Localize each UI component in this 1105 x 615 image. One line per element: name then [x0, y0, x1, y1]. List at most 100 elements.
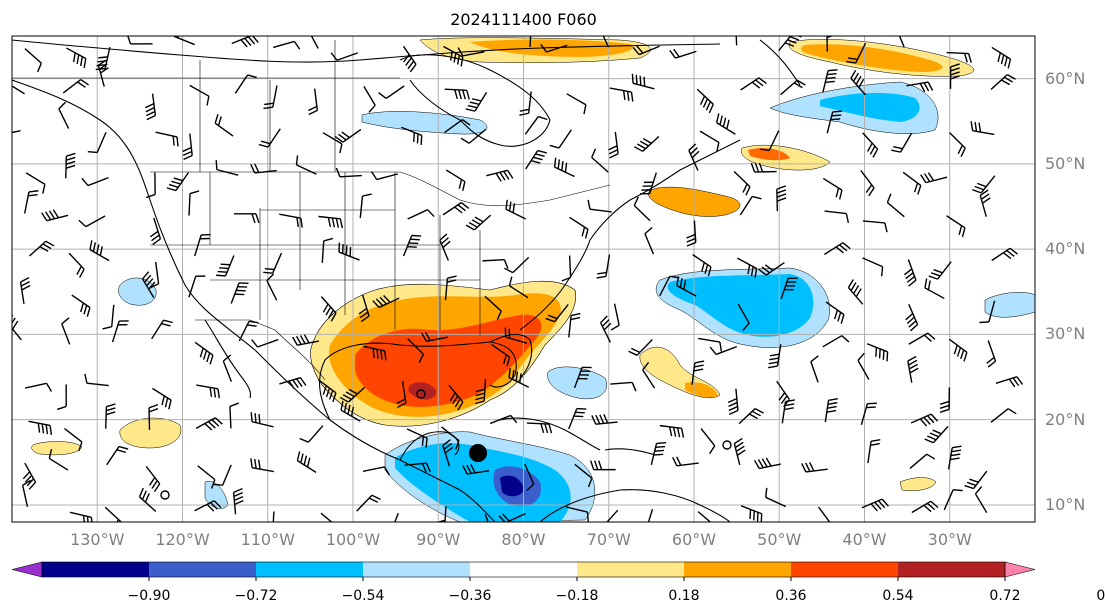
wind-barb-feather [826, 76, 836, 80]
wind-barb [102, 304, 115, 330]
wind-barb-shaft [898, 36, 905, 48]
wind-barb-feather [865, 184, 873, 194]
wind-barb [659, 424, 685, 438]
wind-barb [385, 513, 399, 522]
wind-barb-feather [917, 185, 922, 195]
wind-barb-shaft [154, 261, 160, 284]
wind-barb-feather [967, 53, 972, 63]
wind-barb-feather [631, 73, 634, 84]
wind-barb [698, 337, 723, 352]
wind-barb-feather [466, 464, 472, 474]
wind-barb-feather [966, 481, 977, 487]
wind-barb [216, 255, 235, 277]
coastline-east [519, 139, 741, 331]
wind-barb [188, 190, 200, 216]
wind-barb-feather [347, 404, 351, 415]
wind-barb-feather [425, 462, 431, 473]
wind-barb-feather [209, 387, 213, 397]
colorbar-tick-label: −0.36 [448, 588, 492, 604]
wind-barb-feather [410, 238, 420, 241]
wind-barb-feather [549, 144, 560, 149]
wind-barb-feather [1001, 79, 1010, 86]
wind-barb [356, 494, 381, 512]
wind-barb-shaft [524, 116, 539, 135]
wind-barb-feather [728, 405, 738, 412]
wind-barb [421, 331, 449, 343]
wind-barb-shaft [606, 509, 619, 522]
wind-barb-feather [929, 432, 939, 438]
wind-barb-shaft [359, 196, 364, 219]
latitude-label: 10°N [1045, 494, 1086, 514]
wind-barb [149, 261, 160, 289]
wind-barb-feather [82, 515, 85, 522]
wind-barb-feather [508, 368, 511, 378]
wind-barb-feather [972, 188, 982, 194]
wind-barb [970, 121, 995, 136]
wind-barb-feather [768, 361, 779, 365]
colorbar-tick-label: −0.72 [234, 588, 278, 604]
wind-barb-feather [728, 409, 739, 416]
wind-barb-feather [564, 162, 568, 173]
wind-barb-feather [457, 401, 464, 411]
wind-barb-feather [561, 161, 564, 171]
wind-barb-feather [83, 58, 87, 68]
wind-barb-shaft [700, 428, 716, 447]
wind-barb [995, 376, 1024, 388]
wind-barb-feather [676, 456, 682, 466]
wind-barb [979, 300, 996, 324]
wind-barb [553, 157, 575, 178]
wind-barb-feather [145, 193, 156, 199]
wind-barb-feather [747, 264, 751, 275]
wind-barb-feather [469, 101, 480, 105]
wind-barb-feather [86, 307, 91, 317]
wind-barb [263, 85, 278, 110]
wind-barb [768, 344, 782, 369]
wind-barb-feather [92, 242, 96, 252]
wind-barb-feather [784, 42, 795, 47]
wind-barb [519, 91, 532, 116]
wind-barb-feather [360, 315, 370, 323]
wind-barb-feather [515, 371, 519, 382]
wind-barb-feather [553, 157, 557, 168]
wind-barb [362, 466, 390, 476]
wind-barb-feather [877, 500, 886, 509]
wind-barb [990, 74, 1016, 90]
wind-barb-feather [982, 197, 991, 204]
wind-barb-shaft [87, 176, 109, 187]
wind-barb-feather [719, 115, 723, 125]
wind-barb-feather [933, 269, 943, 274]
wind-barb-feather [545, 317, 555, 323]
wind-barb-shaft [886, 201, 905, 218]
wind-barb-feather [250, 412, 253, 422]
wind-barbs [6, 36, 1024, 522]
wind-barb-feather [6, 125, 11, 133]
wind-barb-feather [930, 413, 939, 422]
colorbar-segment [363, 562, 471, 577]
wind-barb [568, 312, 581, 338]
wind-barb-feather [266, 273, 275, 282]
wind-barb-feather [780, 395, 788, 405]
wind-barb [903, 259, 917, 287]
wind-barb-feather [210, 502, 218, 510]
wind-barb-feather [927, 415, 935, 424]
wind-barb-feather [146, 278, 154, 287]
wind-barb-feather [733, 437, 743, 445]
wind-barb [404, 462, 431, 473]
wind-barb [152, 387, 172, 410]
wind-barb-feather [750, 266, 754, 277]
wind-barb-feather [906, 275, 915, 283]
wind-barb-feather [329, 390, 334, 400]
wind-barb-feather [689, 147, 698, 155]
wind-barb [727, 388, 739, 416]
wind-barb-shaft [273, 40, 295, 49]
wind-barb [508, 368, 530, 388]
wind-barb-feather [368, 104, 376, 113]
wind-barb [406, 428, 428, 448]
wind-barb-feather [708, 445, 716, 455]
wind-barb-feather [183, 154, 193, 161]
wind-barb [910, 413, 939, 427]
wind-barb-feather [202, 350, 208, 360]
wind-barb-feather [676, 276, 680, 286]
wind-barb-feather [189, 190, 200, 195]
wind-barb-feather [462, 181, 466, 191]
